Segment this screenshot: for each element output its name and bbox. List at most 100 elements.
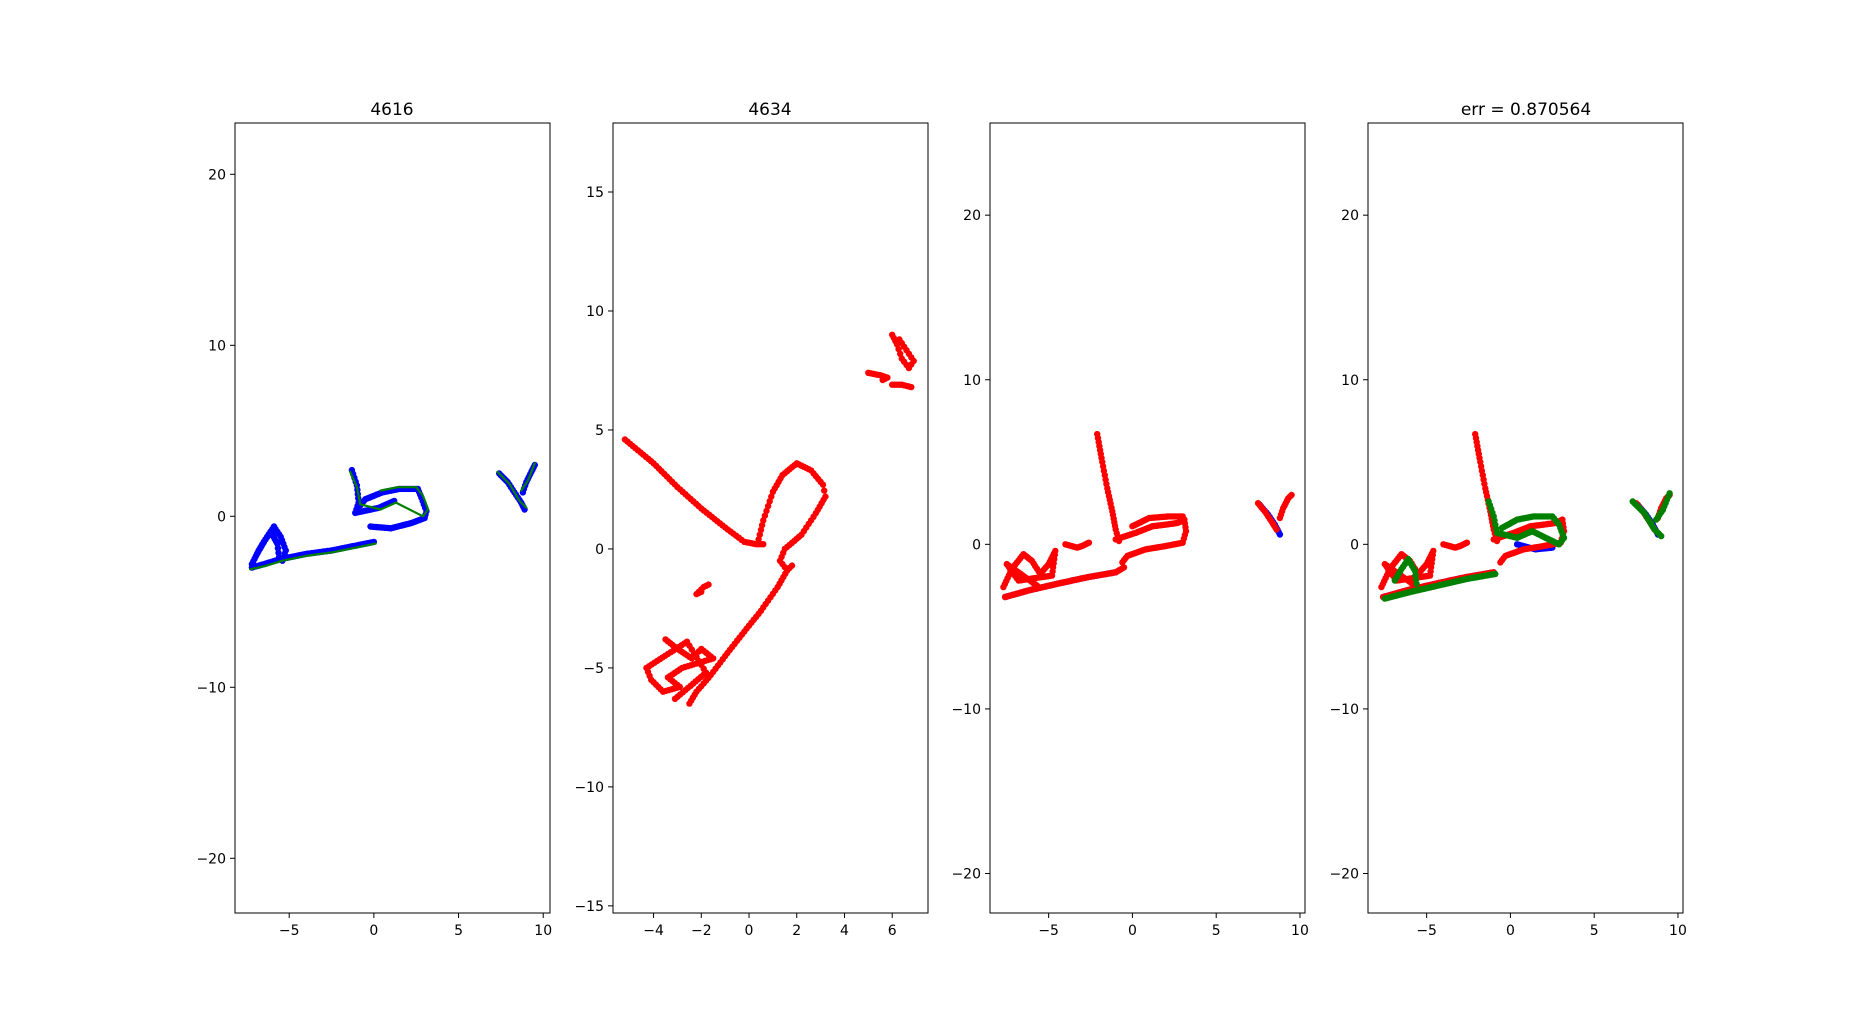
subplot-1-y-axis: −20 −10 0 10 20 [196,167,235,867]
x-tick-label: 0 [1506,923,1515,939]
subplot-2-x-axis: −4 −2 0 2 4 6 [643,913,897,939]
y-tick-label: 0 [217,509,226,525]
subplot-4-frame [1367,122,1684,914]
x-tick-label: −5 [1416,923,1437,939]
series-2-point [1413,580,1420,587]
x-tick-label: 2 [792,923,801,939]
subplot-1-data [248,461,538,571]
x-tick-label: −5 [279,923,300,939]
series-0-point [819,481,827,488]
subplot-2-frame [612,122,929,914]
series-2-point [1658,532,1665,540]
x-tick-label: 10 [534,923,552,939]
y-tick-label: 10 [586,304,604,320]
series-0-point [760,517,767,524]
y-tick-label: 0 [972,537,981,553]
y-tick-label: −5 [583,661,604,677]
x-tick-label: 0 [369,923,378,939]
series-0-point [686,700,693,707]
subplot-2-y-axis: −15 −10 −5 0 5 10 15 [574,185,613,915]
y-tick-label: −10 [951,702,981,718]
series-0-point [671,695,679,702]
series-0-point [275,554,283,561]
y-tick-label: 20 [208,167,226,183]
subplot-2-title: 4634 [748,100,791,120]
x-tick-label: 6 [888,923,897,939]
series-0-point [1276,531,1284,538]
y-tick-label: 20 [963,208,981,224]
series-0-point [788,562,796,569]
series-1-point [1085,539,1093,546]
y-tick-label: −20 [951,867,981,883]
y-tick-label: 10 [963,373,981,389]
y-tick-label: −20 [1329,867,1359,883]
y-tick-label: −10 [1329,702,1359,718]
series-0-point [879,376,886,384]
y-tick-label: 10 [208,338,226,354]
x-tick-label: 5 [454,923,463,939]
x-tick-label: −2 [691,923,712,939]
series-0-point [756,531,763,538]
x-tick-label: 10 [1669,923,1687,939]
series-1-line-3 [520,462,536,492]
series-0-point [353,506,361,513]
series-1-point [1288,491,1295,499]
y-tick-label: −15 [574,899,604,915]
series-1-point [1120,564,1128,571]
series-0-point [908,383,915,391]
subplot-3-x-axis: −5 0 5 10 [1038,913,1309,939]
y-tick-label: 10 [1341,373,1359,389]
series-1-point [1033,582,1041,589]
subplot-4: err = 0.870564 −5 0 5 10 −20 −10 0 10 20 [1329,100,1686,939]
series-1-point [1119,559,1126,566]
subplot-1-title: 4616 [370,100,413,120]
x-tick-label: 0 [745,923,754,939]
subplot-4-title: err = 0.870564 [1461,100,1591,120]
y-tick-label: 0 [595,542,604,558]
series-1-line-2 [496,470,528,509]
subplot-4-data [1378,430,1673,602]
subplot-2: 4634 −4 −2 0 2 4 6 −15 −10 −5 0 5 10 15 [574,100,929,939]
subplot-4-x-axis: −5 0 5 10 [1416,913,1687,939]
series-0-point [821,487,828,494]
subplot-3-data [1000,430,1295,601]
series-0-point [893,341,901,348]
series-1-point [1273,526,1280,533]
series-0-point [897,350,904,357]
series-0-point [757,526,765,534]
series-0-point [698,588,705,595]
subplot-1-x-axis: −5 0 5 10 [279,913,552,939]
subplot-1: 4616 −5 0 5 10 −20 −10 0 10 20 [196,100,552,939]
series-2-point [1492,570,1499,578]
series-0-point [896,336,903,343]
y-tick-label: 0 [1350,537,1359,553]
x-tick-label: 10 [1291,923,1309,939]
x-tick-label: 5 [1590,923,1599,939]
y-tick-label: −10 [574,780,604,796]
series-1-point [1463,539,1471,546]
y-tick-label: −10 [196,680,226,696]
y-tick-label: −20 [196,851,226,867]
series-0-point [764,502,772,510]
y-tick-label: 5 [595,423,604,439]
subplot-1-frame [234,122,551,914]
series-1-point [1497,559,1504,566]
series-1-line-1 [349,470,430,518]
y-tick-label: 20 [1341,208,1359,224]
series-2-point [1498,524,1506,532]
subplot-3: −5 0 5 10 −20 −10 0 10 20 [951,122,1309,939]
subplot-3-frame [989,122,1306,914]
series-2-point [1666,490,1673,497]
series-0-point [768,493,775,500]
x-tick-label: 0 [1128,923,1137,939]
y-tick-label: 15 [586,185,604,201]
subplot-3-y-axis: −20 −10 0 10 20 [951,208,990,883]
x-tick-label: 4 [840,923,849,939]
subplot-2-data [621,331,917,707]
series-1-point [1179,513,1186,520]
series-0-point [760,541,767,548]
series-1-line-0 [249,542,377,571]
x-tick-label: −5 [1038,923,1059,939]
